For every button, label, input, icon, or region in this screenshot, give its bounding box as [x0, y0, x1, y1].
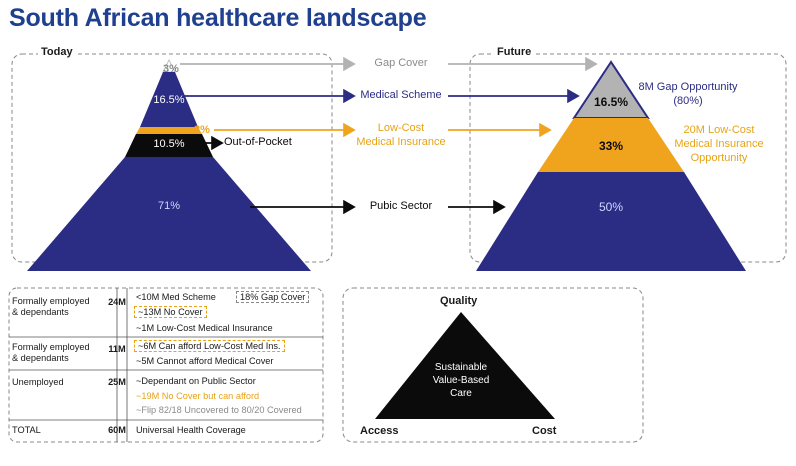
row2-category-line2: & dependants	[12, 353, 69, 363]
today-pct-out-of-pocket: 10.5%	[153, 138, 185, 150]
row4-category-line1: TOTAL	[12, 425, 41, 435]
label-medical-scheme: Medical Scheme	[360, 89, 442, 101]
value-label-access: Access	[360, 425, 399, 437]
gap-opportunity-line1: 8M Gap Opportunity	[638, 81, 738, 93]
today-layer-medical-scheme	[140, 72, 198, 127]
row2-category-line1: Formally employed	[12, 342, 90, 352]
value-label-quality: Quality	[440, 295, 478, 307]
row4-item1: Universal Health Coverage	[136, 425, 246, 435]
page-title: South African healthcare landscape	[9, 4, 427, 32]
row1-count: 24M	[108, 297, 126, 307]
row1-item2: 18% Gap Cover	[236, 291, 310, 303]
population-table: Formally employed & dependants 24M <10M …	[9, 288, 323, 441]
future-pyramid	[476, 60, 746, 271]
future-layer-low-cost	[538, 118, 684, 172]
row4-count: 60M	[108, 425, 126, 435]
today-layer-low-cost	[136, 127, 202, 134]
row2-count: 11M	[108, 344, 126, 354]
value-center-line3: Care	[450, 388, 472, 399]
future-label: Future	[494, 46, 535, 58]
today-label: Today	[38, 46, 76, 58]
future-layer-public	[476, 172, 746, 271]
future-pct-public: 50%	[598, 200, 624, 214]
today-layer-out-of-pocket	[125, 134, 213, 157]
today-frame	[11, 53, 333, 263]
table-frame	[8, 287, 324, 443]
value-center-line2: Value-Based	[432, 375, 490, 386]
today-layer-public-sector	[27, 157, 311, 271]
lowcost-opportunity-line3: Opportunity	[690, 152, 748, 164]
row1-category-line2: & dependants	[12, 307, 69, 317]
row2-item2: ~5M Cannot afford Medical Cover	[136, 356, 274, 366]
row1-category-line1: Formally employed	[12, 296, 90, 306]
row3-category-line1: Unemployed	[12, 377, 64, 387]
label-gap-cover: Gap Cover	[374, 57, 428, 69]
label-low-cost-line2: Medical Insurance	[356, 136, 446, 148]
future-pct-low-cost: 33%	[598, 139, 624, 153]
today-pct-low-cost: 2%	[194, 124, 210, 136]
value-frame	[342, 287, 644, 443]
row1-item1: <10M Med Scheme	[136, 292, 216, 302]
row3-count: 25M	[108, 377, 126, 387]
value-label-cost: Cost	[532, 425, 557, 437]
row1-item3: ~13M No Cover	[134, 306, 207, 318]
row3-item1: ~Dependant on Public Sector	[136, 376, 256, 386]
label-out-of-pocket: Out-of-Pocket	[224, 136, 292, 148]
table-row: TOTAL 60M Universal Health Coverage	[9, 420, 323, 442]
label-low-cost-line1: Low-Cost	[377, 122, 425, 134]
lowcost-opportunity-line1: 20M Low-Cost	[683, 124, 755, 136]
lowcost-opportunity-line2: Medical Insurance	[674, 138, 764, 150]
gap-opportunity-line2: (80%)	[673, 95, 703, 107]
value-triangle	[375, 312, 555, 419]
today-pct-medical-scheme: 16.5%	[153, 94, 185, 106]
label-public-sector: Pubic Sector	[369, 200, 433, 212]
value-center-line1: Sustainable	[434, 362, 488, 373]
table-row: Formally employed & dependants 24M <10M …	[9, 288, 323, 337]
table-row: Formally employed & dependants 11M ~6M C…	[9, 337, 323, 370]
future-pct-gap: 16.5%	[593, 95, 629, 109]
row2-item1: ~6M Can afford Low-Cost Med Ins.	[134, 340, 285, 352]
future-frame	[469, 53, 787, 263]
row3-item2: ~19M No Cover but can afford	[136, 391, 260, 401]
table-row: Unemployed 25M ~Dependant on Public Sect…	[9, 370, 323, 420]
row1-item4: ~1M Low-Cost Medical Insurance	[136, 323, 273, 333]
today-pct-gap-cover: 3%	[163, 63, 179, 75]
today-pyramid	[27, 59, 311, 271]
row3-item3: ~Flip 82/18 Uncovered to 80/20 Covered	[136, 405, 302, 415]
today-pct-public-sector: 71%	[157, 200, 181, 212]
